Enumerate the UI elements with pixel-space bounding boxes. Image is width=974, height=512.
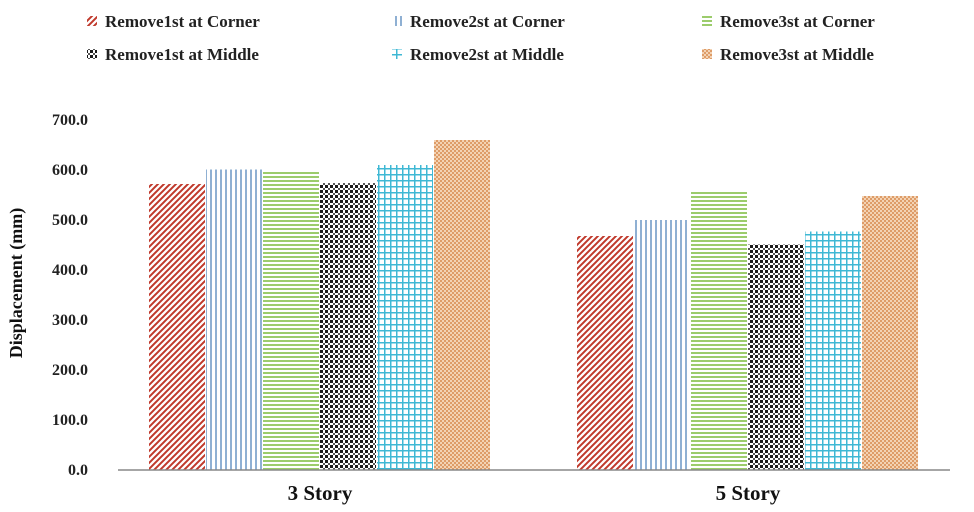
- bar: [206, 169, 262, 470]
- y-tick-label: 100.0: [52, 412, 88, 429]
- bar: [577, 236, 633, 470]
- legend-swatch: [702, 16, 712, 26]
- bar: [805, 231, 861, 470]
- x-category-label: 3 Story: [288, 481, 353, 505]
- legend-item: Remove1st at Middle: [87, 45, 259, 64]
- legend-swatch: [702, 49, 712, 59]
- legend: Remove1st at Corner Remove2st at Corner Re…: [87, 12, 875, 64]
- legend-item: Remove1st at Corner: [87, 12, 260, 31]
- bar: [634, 220, 690, 470]
- legend-label: Remove1st at Corner: [105, 12, 260, 31]
- legend-item: Remove2st at Middle: [392, 45, 564, 64]
- legend-label: Remove3st at Corner: [720, 12, 875, 31]
- y-tick-label: 200.0: [52, 362, 88, 379]
- bar: [691, 190, 747, 470]
- bar: [320, 183, 376, 470]
- legend-item: Remove3st at Middle: [702, 45, 874, 64]
- y-axis-title: Displacement (mm): [6, 208, 27, 358]
- legend-label: Remove3st at Middle: [720, 45, 874, 64]
- legend-item: Remove3st at Corner: [702, 12, 875, 31]
- y-tick-label: 400.0: [52, 262, 88, 279]
- bar: [263, 172, 319, 470]
- bar: [149, 184, 205, 470]
- y-tick-label: 500.0: [52, 212, 88, 229]
- bar: [748, 244, 804, 470]
- legend-swatch: [392, 49, 402, 59]
- legend-label: Remove1st at Middle: [105, 45, 259, 64]
- legend-swatch: [87, 49, 97, 59]
- legend-swatch: [87, 16, 97, 26]
- legend-label: Remove2st at Middle: [410, 45, 564, 64]
- y-tick-label: 0.0: [68, 462, 88, 479]
- y-axis-ticks: 0.0 100.0 200.0 300.0 400.0 500.0 600.0 700.0: [52, 112, 88, 479]
- legend-item: Remove2st at Corner: [392, 12, 565, 31]
- bar: [862, 196, 918, 470]
- y-tick-label: 700.0: [52, 112, 88, 129]
- x-category-label: 5 Story: [716, 481, 781, 505]
- y-tick-label: 300.0: [52, 312, 88, 329]
- legend-swatch: [392, 16, 402, 26]
- legend-label: Remove2st at Corner: [410, 12, 565, 31]
- bar: [434, 140, 490, 470]
- bars: [149, 140, 918, 470]
- y-tick-label: 600.0: [52, 162, 88, 179]
- x-axis-categories: 3 Story 5 Story: [288, 481, 781, 505]
- bar: [377, 165, 433, 470]
